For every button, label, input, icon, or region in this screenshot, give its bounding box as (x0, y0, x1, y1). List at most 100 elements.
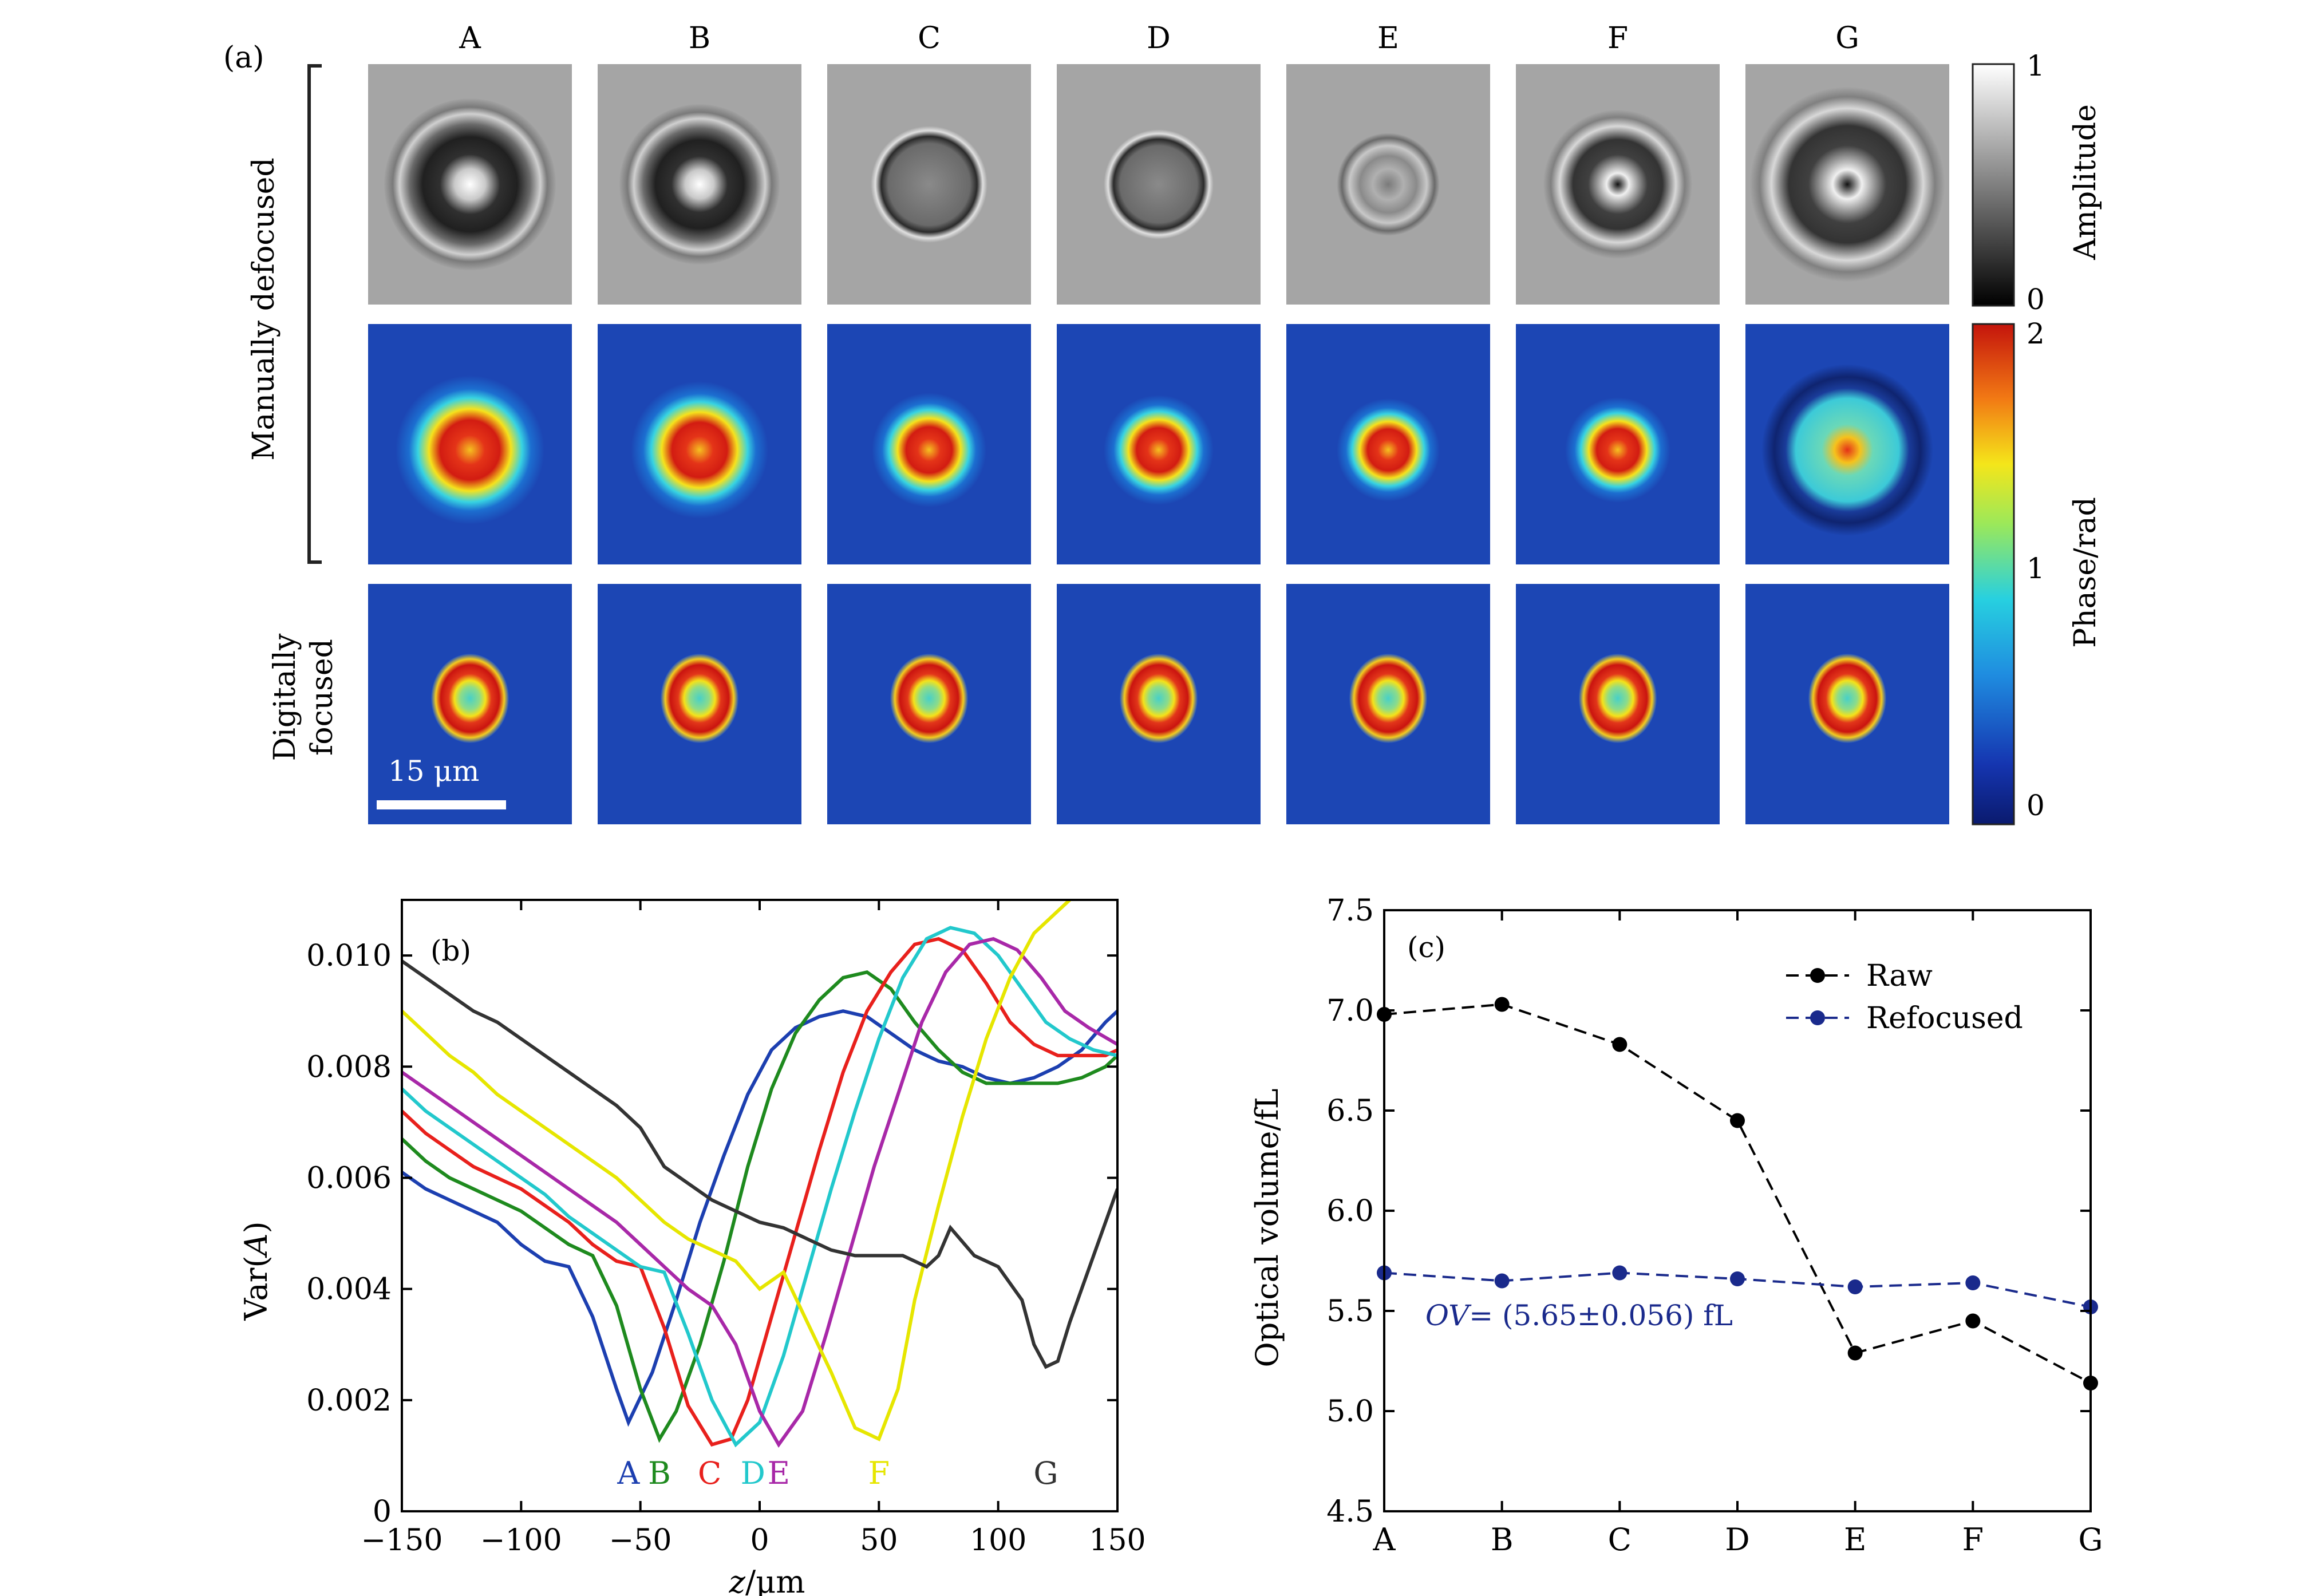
data-point-raw (1965, 1313, 1981, 1329)
panel-b-ytick-label: 0 (373, 1495, 392, 1529)
curve-label-f: F (868, 1455, 890, 1491)
series-line-b (402, 970, 1117, 1443)
amplitude-cell-c (871, 126, 987, 243)
panel-c-label: (c) (1407, 931, 1445, 964)
panel-b-xtick-label: 0 (750, 1523, 769, 1558)
curve-label-a: A (617, 1455, 640, 1491)
phase-defocused-cell-e (1337, 398, 1440, 501)
panel-c-ytick-label: 5.0 (1326, 1394, 1374, 1429)
curve-label-g: G (1033, 1455, 1058, 1491)
panel-c-annotation: OV= (5.65±0.056) fL (1425, 1299, 1733, 1332)
panel-a-label: (a) (223, 41, 264, 75)
series-line-g (402, 959, 1117, 1369)
panel-c-xtick-label: B (1491, 1522, 1514, 1558)
panel-c-ylabel: Optical volume/fL (1249, 1089, 1285, 1368)
panel-b-ytick-label: 0.004 (306, 1273, 392, 1307)
panel-b-label: (b) (430, 934, 471, 967)
panel-b-ylabel-suffix: ) (238, 1221, 274, 1233)
panel-b-ytick-label: 0.008 (306, 1050, 392, 1084)
legend-label-refocused: Refocused (1866, 1001, 2023, 1036)
panel-b-ylabel: Var(A) (238, 1221, 274, 1321)
phase-defocused-cell-f (1565, 397, 1670, 503)
phase-defocused-cell-d (1104, 395, 1214, 505)
row-label-focused-line1: Digitally (268, 633, 302, 761)
phase-focused-cell-c (890, 654, 968, 743)
curve-label-b: B (648, 1455, 671, 1491)
panel-c-ytick-label: 7.5 (1326, 894, 1374, 928)
curve-label-d: D (741, 1455, 765, 1491)
panel-b-xlabel: z/μm (729, 1564, 805, 1596)
panel-c-xtick-label: G (2078, 1522, 2103, 1558)
phase-defocused-cell-b (631, 381, 768, 519)
phase-focused-cell-d (1120, 654, 1198, 743)
data-point-refocused (1730, 1271, 1745, 1286)
phase-focused-cell-f (1579, 654, 1657, 743)
amplitude-colorbar (1972, 63, 2015, 307)
column-header-f: F (1607, 21, 1628, 56)
curve-label-c: C (698, 1455, 721, 1491)
panel-b-ytick-label: 0.006 (306, 1161, 392, 1195)
panel-b-xtick-label: −100 (480, 1523, 562, 1558)
amplitude-cell-a (384, 98, 556, 270)
amplitude-cell-f (1543, 110, 1692, 259)
row-label-defocused: Manually defocused (247, 157, 281, 460)
series-line-f (402, 900, 1071, 1441)
panel-c-annotation-rest: = (5.65±0.056) fL (1469, 1299, 1733, 1332)
data-point-refocused (1494, 1273, 1510, 1289)
amplitude-cell-g (1750, 87, 1945, 282)
panel-b-chart: (b) z/μm Var(A) −150 −100 −50 0 50 100 15000.0… (238, 899, 1146, 1596)
phase-defocused-cell-a (396, 376, 544, 524)
panel-c-annotation-var: OV (1425, 1299, 1472, 1332)
panel-c-ytick-label: 5.5 (1326, 1294, 1374, 1329)
column-header-e: E (1377, 21, 1399, 56)
data-point-raw (1612, 1037, 1628, 1052)
amplitude-cell-b (619, 104, 780, 264)
amplitude-colorbar-max: 1 (2027, 49, 2045, 82)
panel-b-xlabel-unit: /μm (745, 1564, 805, 1596)
panel-c-xtick-label: E (1844, 1522, 1866, 1558)
row-label-focused-line2: focused (305, 639, 339, 756)
data-point-refocused (1965, 1275, 1981, 1290)
column-header-c: C (918, 21, 941, 56)
defocused-bracket (307, 64, 322, 564)
panel-c-xtick-label: F (1962, 1522, 1984, 1558)
phase-colorbar-tick-0: 0 (2027, 789, 2045, 822)
panel-b-xtick-label: 100 (970, 1523, 1026, 1558)
curve-label-e: E (768, 1455, 790, 1491)
panel-c-xtick-label: A (1373, 1522, 1396, 1558)
phase-colorbar-tick-1: 1 (2027, 552, 2045, 585)
column-headers: A B C D E F G (459, 21, 1859, 56)
data-point-raw (1847, 1345, 1863, 1361)
column-header-b: B (689, 21, 710, 56)
panel-c-chart: (c) Optical volume/fL OV= (5.65±0.056) f… (1249, 894, 2103, 1558)
phase-defocused-cell-g (1761, 364, 1933, 536)
column-header-a: A (459, 21, 481, 56)
panel-c-axes-frame (1383, 909, 2092, 1512)
legend-label-raw: Raw (1866, 959, 1933, 993)
phase-focused-cell-g (1808, 654, 1886, 743)
panel-b-ytick-label: 0.002 (306, 1384, 392, 1418)
panel-b-xtick-label: 50 (860, 1523, 898, 1558)
panel-b-xtick-label: 150 (1089, 1523, 1145, 1558)
phase-colorbar-tick-2: 2 (2027, 317, 2045, 350)
data-point-raw (1494, 997, 1510, 1012)
data-point-refocused (1612, 1265, 1628, 1281)
legend-marker-raw (1810, 968, 1825, 983)
scalebar-label: 15 μm (388, 754, 479, 788)
series-line-c (402, 937, 1117, 1447)
phase-colorbar (1972, 323, 2015, 825)
panel-b-ylabel-prefix: Var( (238, 1255, 274, 1321)
series-line-d (402, 926, 1117, 1448)
amplitude-cell-e (1337, 133, 1440, 236)
phase-focused-cell-a (431, 654, 509, 743)
panel-b-ylabel-var: A (238, 1233, 274, 1258)
panel-c-ytick-label: 6.5 (1326, 1094, 1374, 1128)
amplitude-colorbar-label: Amplitude (2068, 104, 2103, 260)
data-point-raw (1730, 1113, 1745, 1128)
panel-b-xtick-label: −150 (361, 1523, 443, 1558)
panel-b-xlabel-var: z (729, 1564, 746, 1596)
phase-defocused-cell-c (872, 393, 986, 507)
panel-c-xtick-label: C (1608, 1522, 1632, 1558)
column-header-g: G (1835, 21, 1859, 56)
